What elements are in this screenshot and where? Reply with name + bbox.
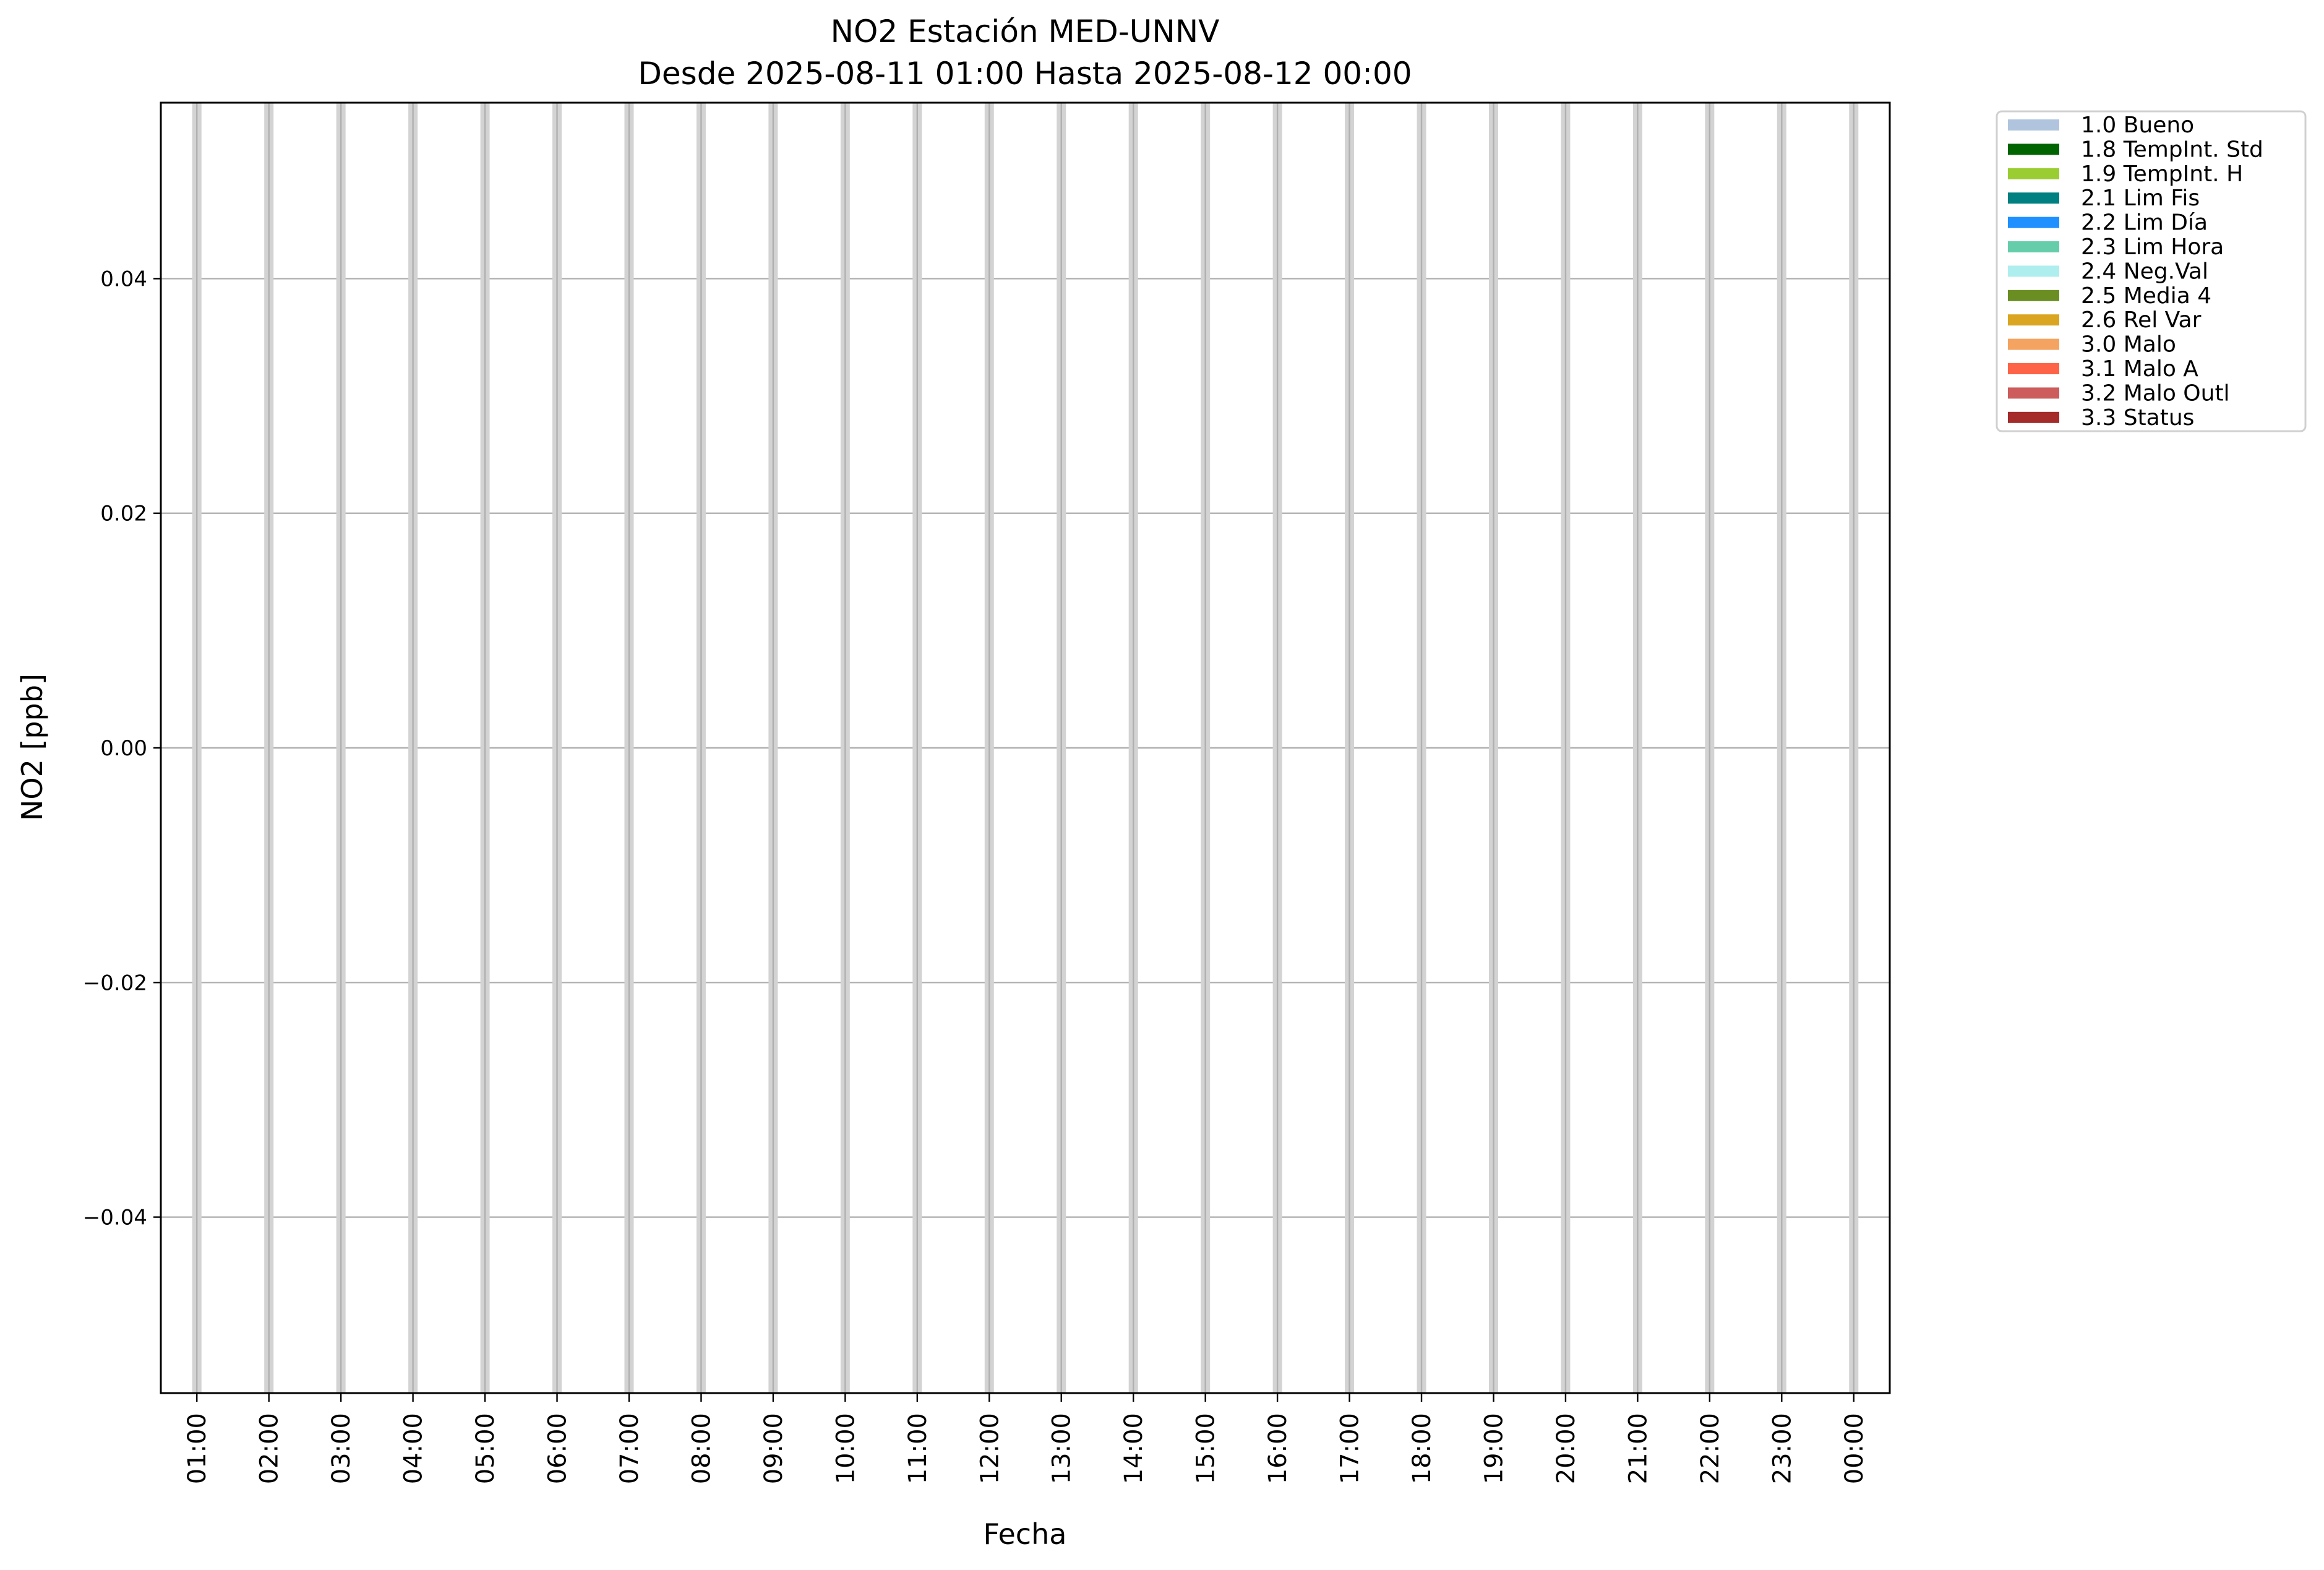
x-tick-label: 17:00 bbox=[1336, 1413, 1365, 1484]
x-tick-label: 03:00 bbox=[327, 1413, 356, 1484]
legend-swatch bbox=[2008, 290, 2059, 301]
legend-swatch bbox=[2008, 363, 2059, 374]
legend-swatch bbox=[2008, 411, 2059, 423]
x-tick-label: 08:00 bbox=[687, 1413, 716, 1484]
legend-label: 1.9 TempInt. H bbox=[2081, 161, 2243, 187]
x-tick-label: 00:00 bbox=[1840, 1413, 1869, 1484]
y-tick-label: 0.04 bbox=[100, 267, 147, 291]
legend-swatch bbox=[2008, 144, 2059, 155]
x-tick-label: 15:00 bbox=[1192, 1413, 1220, 1484]
chart-subtitle: Desde 2025-08-11 01:00 Hasta 2025-08-12 … bbox=[638, 56, 1412, 92]
x-axis-label: Fecha bbox=[984, 1517, 1067, 1551]
x-tick-label: 12:00 bbox=[975, 1413, 1004, 1484]
y-tick-label: 0.00 bbox=[100, 736, 147, 761]
legend-swatch bbox=[2008, 314, 2059, 326]
legend-label: 1.0 Bueno bbox=[2081, 113, 2194, 138]
legend-label: 3.1 Malo A bbox=[2081, 356, 2198, 382]
x-tick-label: 23:00 bbox=[1768, 1413, 1796, 1484]
x-tick-label: 20:00 bbox=[1552, 1413, 1580, 1484]
legend-swatch bbox=[2008, 241, 2059, 252]
legend-label: 1.8 TempInt. Std bbox=[2081, 137, 2263, 162]
x-tick-label: 06:00 bbox=[544, 1413, 572, 1484]
legend-swatch bbox=[2008, 192, 2059, 204]
legend-swatch bbox=[2008, 217, 2059, 228]
chart-title: NO2 Estación MED-UNNV bbox=[831, 14, 1220, 49]
x-axis: 01:00 02:00 03:00 04:00 05:00 06:00 07:00 08:00… bbox=[183, 1393, 1869, 1484]
y-tick-label: −0.04 bbox=[83, 1206, 147, 1230]
y-tick-label: 0.02 bbox=[100, 502, 147, 526]
y-axis: 0.04 0.02 0.00 −0.02 −0.04 bbox=[83, 267, 161, 1230]
legend-swatch bbox=[2008, 119, 2059, 131]
x-tick-label: 02:00 bbox=[255, 1413, 284, 1484]
legend-swatch bbox=[2008, 168, 2059, 179]
legend-label: 2.2 Lim Día bbox=[2081, 210, 2208, 236]
legend-swatch bbox=[2008, 265, 2059, 277]
x-tick-label: 11:00 bbox=[904, 1413, 932, 1484]
legend-swatch bbox=[2008, 338, 2059, 350]
legend-label: 2.4 Neg.Val bbox=[2081, 259, 2208, 284]
plot-area bbox=[160, 101, 1891, 1394]
legend-label: 2.1 Lim Fis bbox=[2081, 186, 2200, 211]
legend-label: 3.3 Status bbox=[2081, 405, 2194, 431]
x-tick-label: 18:00 bbox=[1408, 1413, 1436, 1484]
legend-frame bbox=[1996, 110, 2307, 432]
legend-label: 2.5 Media 4 bbox=[2081, 283, 2211, 309]
legend-label: 2.6 Rel Var bbox=[2081, 307, 2202, 333]
x-tick-label: 01:00 bbox=[183, 1413, 212, 1484]
y-tick-label: −0.02 bbox=[83, 971, 147, 995]
legend-label: 3.2 Malo Outl bbox=[2081, 380, 2230, 406]
legend-label: 2.3 Lim Hora bbox=[2081, 234, 2224, 260]
x-tick-label: 19:00 bbox=[1480, 1413, 1508, 1484]
legend-label: 3.0 Malo bbox=[2081, 332, 2176, 358]
y-axis-label: NO2 [ppb] bbox=[15, 674, 49, 821]
x-tick-label: 05:00 bbox=[471, 1413, 500, 1484]
x-tick-label: 21:00 bbox=[1624, 1413, 1652, 1484]
x-tick-label: 16:00 bbox=[1264, 1413, 1292, 1484]
x-tick-label: 14:00 bbox=[1120, 1413, 1148, 1484]
x-tick-label: 09:00 bbox=[760, 1413, 788, 1484]
x-tick-label: 13:00 bbox=[1048, 1413, 1076, 1484]
x-tick-label: 22:00 bbox=[1696, 1413, 1725, 1484]
x-tick-label: 07:00 bbox=[615, 1413, 644, 1484]
x-tick-label: 10:00 bbox=[831, 1413, 860, 1484]
legend-swatch bbox=[2008, 387, 2059, 399]
x-tick-label: 04:00 bbox=[400, 1413, 428, 1484]
